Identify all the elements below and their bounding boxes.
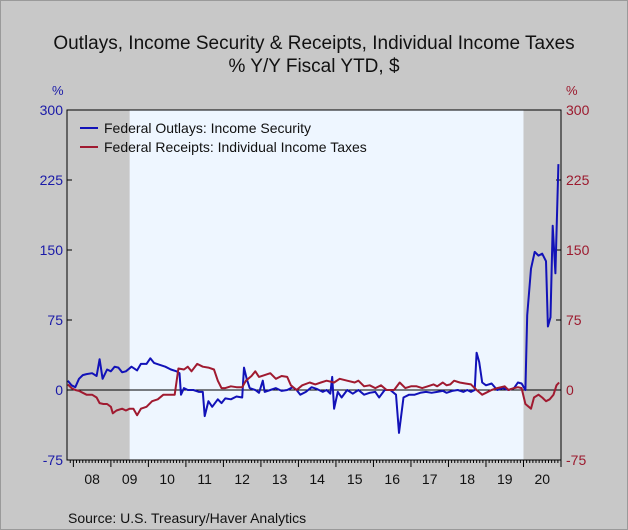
right-tick-label: 300 — [566, 102, 590, 118]
x-tick-label: 14 — [309, 471, 325, 487]
right-tick-label: -75 — [566, 452, 586, 468]
legend-label-2: Federal Receipts: Individual Income Taxe… — [104, 139, 367, 155]
left-tick-label: 0 — [55, 382, 63, 398]
source-note: Source: U.S. Treasury/Haver Analytics — [68, 510, 307, 526]
left-tick-label: 150 — [40, 242, 64, 258]
x-tick-label: 11 — [197, 471, 212, 487]
plot-border — [66, 109, 562, 461]
x-tick-label: 19 — [497, 471, 513, 487]
x-tick-label: 12 — [234, 471, 250, 487]
left-tick-label: -75 — [43, 452, 63, 468]
x-tick-label: 16 — [384, 471, 400, 487]
x-tick-label: 20 — [534, 471, 550, 487]
left-tick-label: 300 — [40, 102, 64, 118]
chart-subtitle: % Y/Y Fiscal YTD, $ — [228, 56, 400, 77]
series-line-2 — [67, 362, 560, 417]
left-axis-unit: % — [52, 83, 64, 98]
right-tick-label: 150 — [566, 242, 590, 258]
right-tick-label: 0 — [566, 382, 574, 398]
x-tick-label: 10 — [159, 471, 175, 487]
x-tick-label: 18 — [459, 471, 475, 487]
x-tick-label: 15 — [347, 471, 363, 487]
left-tick-label: 225 — [40, 172, 64, 188]
left-tick-label: 75 — [47, 312, 63, 328]
recession-band-1 — [67, 110, 130, 460]
chart-title: Outlays, Income Security & Receipts, Ind… — [53, 33, 575, 54]
plot-area — [67, 110, 561, 460]
x-tick-label: 13 — [272, 471, 288, 487]
right-axis-unit: % — [566, 83, 578, 98]
x-tick-label: 09 — [122, 471, 138, 487]
series-line-1 — [67, 164, 560, 434]
right-tick-label: 75 — [566, 312, 582, 328]
x-tick-label: 08 — [84, 471, 100, 487]
right-tick-label: 225 — [566, 172, 590, 188]
x-tick-label: 17 — [422, 471, 438, 487]
legend-label-1: Federal Outlays: Income Security — [104, 120, 311, 136]
